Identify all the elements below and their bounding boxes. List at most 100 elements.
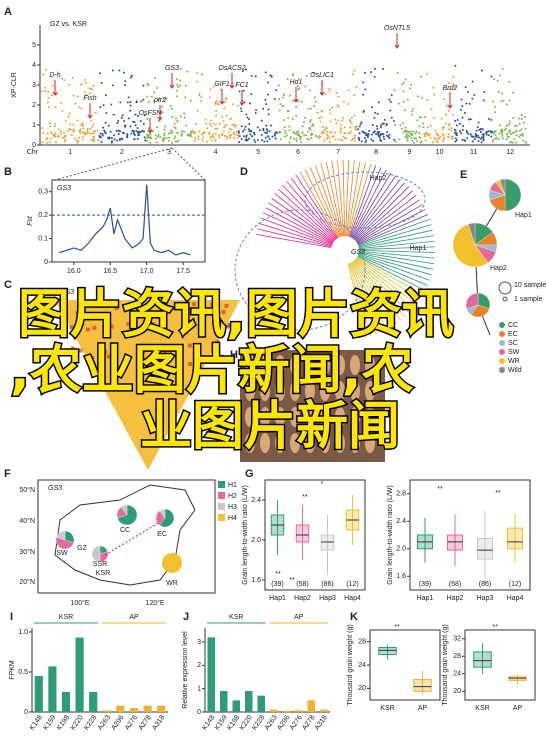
snp-dot: [430, 108, 433, 111]
ld-heatmap: [55, 300, 240, 470]
snp-dot: [222, 129, 225, 132]
snp-dot: [113, 134, 116, 137]
group-label: AP: [129, 614, 139, 621]
snp-dot: [269, 74, 272, 77]
tree-branch: [344, 167, 382, 251]
gene-label: GS3: [165, 65, 179, 72]
snp-dot: [275, 131, 278, 134]
snp-dot: [230, 128, 233, 131]
watermark-text: 图片资讯,图片资讯: [18, 285, 454, 345]
snp-dot: [368, 129, 371, 132]
sig-label: **: [394, 624, 400, 631]
snp-dot: [221, 134, 224, 137]
snp-dot: [277, 84, 280, 87]
snp-dot: [75, 139, 78, 142]
snp-dot: [522, 139, 525, 142]
ld-cell: [78, 348, 83, 353]
snp-dot: [331, 135, 334, 138]
snp-dot: [256, 126, 259, 129]
x-tick-label: A263: [97, 714, 112, 731]
snp-dot: [183, 130, 186, 133]
hap-label: Hap1: [515, 212, 532, 219]
snp-dot: [268, 138, 271, 141]
snp-dot: [142, 122, 145, 125]
snp-dot: [494, 137, 497, 140]
legend-label: EC: [508, 331, 518, 338]
snp-dot: [197, 137, 200, 140]
snp-dot: [194, 122, 197, 125]
snp-dot: [377, 101, 380, 104]
snp-dot: [176, 89, 179, 92]
snp-dot: [278, 109, 281, 112]
sig-label: **: [275, 571, 281, 578]
plot-frame: [464, 629, 536, 701]
tree-branch: [344, 246, 435, 251]
snp-dot: [245, 136, 248, 139]
bar: [220, 691, 228, 712]
pie-slice: [159, 508, 175, 528]
snp-dot: [424, 115, 427, 118]
snp-dot: [331, 106, 334, 109]
snp-dot: [505, 124, 508, 127]
snp-dot: [468, 102, 471, 105]
snp-dot: [448, 88, 451, 91]
snp-dot: [136, 127, 139, 130]
snp-dot: [518, 129, 521, 132]
snp-dot: [57, 135, 60, 138]
gene-arrow: [447, 93, 453, 109]
snp-dot: [448, 122, 451, 125]
bar: [270, 709, 278, 712]
x-tick-label: K198: [56, 714, 71, 731]
plot-frame: [264, 479, 366, 591]
snp-dot: [416, 140, 419, 143]
y-axis-label: Thousand grain weight (g): [442, 624, 449, 705]
y-tick-label: 1.6: [396, 573, 406, 580]
snp-dot: [295, 114, 298, 117]
snp-dot: [409, 132, 412, 135]
ld-cell: [114, 306, 119, 311]
x-tick-label: Hap1: [417, 595, 434, 602]
snp-dot: [117, 129, 120, 132]
snp-dot: [46, 137, 49, 140]
snp-dot: [302, 121, 305, 124]
x-tick-label: AP: [418, 705, 428, 712]
snp-dot: [336, 104, 339, 107]
snp-dot: [353, 139, 356, 142]
tree-branch: [342, 160, 346, 251]
snp-dot: [420, 75, 423, 78]
snp-dot: [64, 120, 67, 123]
fst-line: [59, 184, 191, 256]
count-label: (39): [271, 581, 283, 588]
snp-dot: [406, 98, 409, 101]
snp-dot: [123, 119, 126, 122]
snp-dot: [297, 100, 300, 103]
snp-dot: [503, 128, 506, 131]
y-tick-label: 1.0: [18, 629, 28, 636]
snp-dot: [210, 119, 213, 122]
snp-dot: [150, 95, 153, 98]
snp-dot: [135, 129, 138, 132]
snp-dot: [349, 120, 352, 123]
lat-label: 20°N: [19, 578, 35, 586]
snp-dot: [380, 126, 383, 129]
lon-label: 120°E: [145, 599, 164, 607]
snp-dot: [444, 122, 447, 125]
snp-dot: [279, 103, 282, 106]
snp-dot: [243, 135, 246, 138]
x-tick-label: Hap4: [344, 595, 361, 602]
gene-label: D-h: [49, 72, 60, 79]
snp-dot: [310, 132, 313, 135]
snp-dot: [264, 131, 267, 134]
gene-label: OsFSN: [139, 110, 163, 117]
snp-dot: [63, 137, 66, 140]
snp-dot: [196, 71, 199, 74]
snp-dot: [234, 124, 237, 127]
snp-dot: [162, 140, 165, 143]
gene-arrow: [293, 87, 299, 103]
y-tick-label: 0.3: [38, 189, 48, 196]
panel-letter: I: [10, 611, 13, 623]
snp-dot: [92, 123, 95, 126]
ld-cell: [90, 356, 95, 361]
snp-dot: [212, 136, 215, 139]
pie-slice: [91, 545, 101, 563]
